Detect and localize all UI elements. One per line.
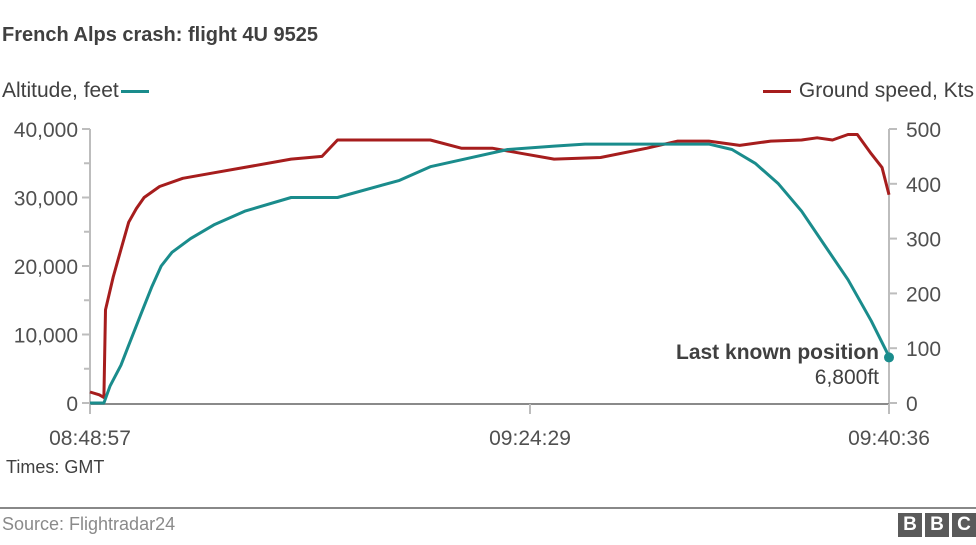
left-axis-labels: 40,000 30,000 20,000 10,000 0 [14, 119, 78, 416]
left-axis-label: 40,000 [14, 119, 78, 142]
x-axis-label: 08:48:57 [49, 427, 131, 450]
bbc-logo: B B C [898, 513, 976, 537]
times-note: Times: GMT [6, 457, 105, 477]
right-axis-labels: 500 400 300 200 100 0 [906, 119, 941, 416]
left-axis: 40,000 30,000 20,000 10,000 0 [14, 119, 91, 416]
x-axis-label: 09:24:29 [489, 427, 571, 450]
x-axis: 08:48:57 09:24:29 09:40:36 [49, 403, 930, 450]
legend-ground-speed-label: Ground speed, Kts [798, 79, 974, 102]
right-axis-label: 0 [906, 393, 918, 416]
right-axis-label: 200 [906, 283, 941, 306]
last-known-position-marker [884, 352, 894, 363]
source-note: Source: Flightradar24 [2, 514, 176, 534]
right-axis-ticks [889, 128, 897, 404]
legend-altitude-label: Altitude, feet [2, 79, 119, 102]
left-axis-label: 30,000 [14, 188, 78, 211]
legend-altitude: Altitude, feet [2, 79, 149, 103]
right-axis-label: 400 [906, 174, 941, 197]
left-axis-label: 0 [66, 393, 78, 416]
ground-speed-line [89, 133, 891, 399]
left-axis-ticks [82, 128, 90, 404]
annotation-title: Last known position [676, 341, 879, 364]
legend-altitude-swatch [120, 89, 149, 93]
bbc-logo-b1: B [898, 513, 922, 537]
right-axis: 500 400 300 200 100 0 [888, 119, 941, 416]
bbc-logo-b2: B [925, 513, 949, 537]
footer-divider [0, 507, 976, 509]
altitude-line [90, 142, 891, 405]
right-axis-label: 500 [906, 119, 941, 142]
right-axis-label: 300 [906, 229, 941, 252]
x-axis-labels: 08:48:57 09:24:29 09:40:36 [49, 427, 930, 450]
right-axis-label: 100 [906, 338, 941, 361]
legend-ground-speed-swatch [762, 89, 791, 93]
bbc-logo-c: C [952, 513, 976, 537]
left-axis-label: 10,000 [14, 325, 78, 348]
chart-title: French Alps crash: flight 4U 9525 [2, 24, 319, 46]
x-axis-label: 09:40:36 [848, 427, 930, 450]
legend-ground-speed: Ground speed, Kts [762, 79, 974, 103]
x-axis-ticks [89, 404, 890, 414]
left-axis-label: 20,000 [14, 256, 78, 279]
annotation-value: 6,800ft [814, 366, 879, 389]
